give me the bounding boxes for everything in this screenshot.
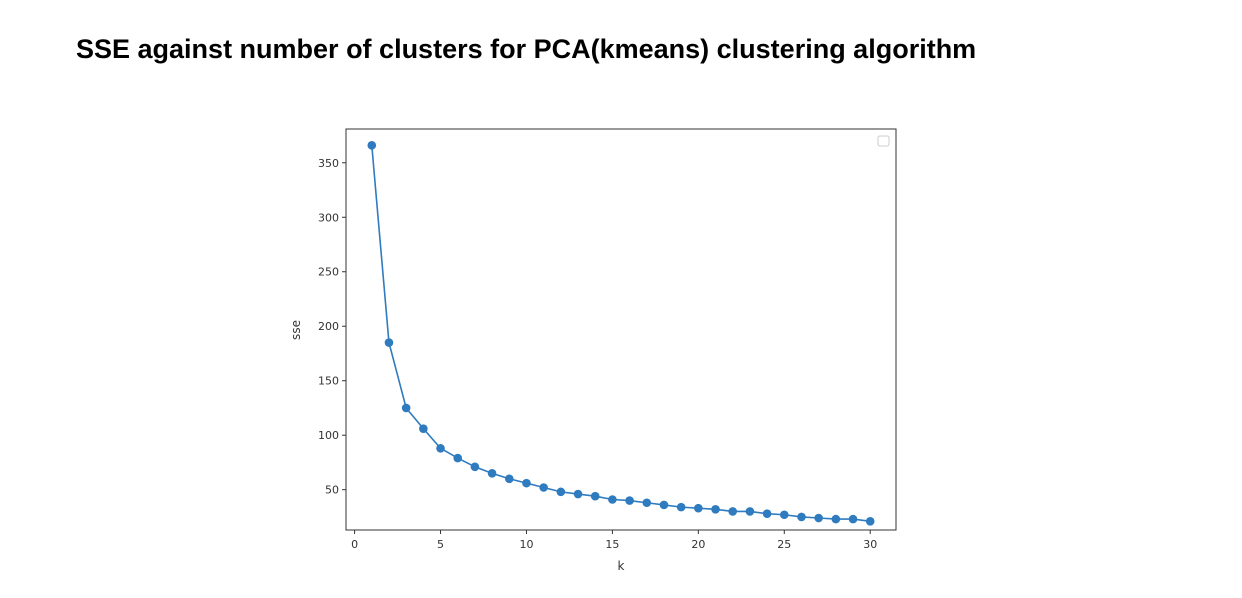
data-point [831, 514, 841, 524]
data-point [590, 491, 600, 501]
x-tick-label: 5 [437, 538, 444, 551]
x-tick-label: 0 [351, 538, 358, 551]
data-point [676, 502, 686, 512]
data-point [625, 496, 634, 505]
data-point [865, 516, 875, 526]
data-point [522, 478, 531, 488]
x-axis-label: k [618, 559, 625, 573]
y-tick-label: 300 [318, 211, 339, 224]
data-point [487, 469, 497, 478]
data-point [367, 141, 377, 150]
data-point [848, 514, 858, 524]
y-tick-label: 250 [318, 266, 339, 279]
y-tick-label: 350 [318, 157, 339, 170]
data-point [659, 500, 669, 510]
data-point [401, 403, 411, 413]
data-point [384, 338, 394, 347]
axes: 0 5 10 15 20 25 30 50 100 150 200 250 300 350 [318, 128, 897, 551]
x-tick-label: 20 [691, 538, 705, 551]
x-tick-label: 25 [777, 538, 791, 551]
data-point [470, 462, 480, 472]
legend [877, 135, 890, 147]
y-tick-label: 200 [318, 320, 339, 333]
data-point [642, 498, 652, 508]
series-line [370, 145, 871, 523]
data-point [745, 507, 755, 516]
data-point [779, 510, 789, 520]
y-tick-label: 50 [325, 484, 339, 497]
legend-box [877, 135, 890, 147]
data-point [797, 512, 806, 522]
data-point [814, 513, 823, 523]
data-point [762, 509, 772, 518]
data-point [694, 503, 703, 513]
x-tick-label: 30 [863, 538, 877, 551]
data-point [728, 507, 738, 516]
data-point [436, 443, 445, 453]
data-point [608, 495, 617, 504]
data-point [573, 489, 583, 499]
plot-area [367, 141, 875, 526]
y-axis-label: sse [289, 320, 303, 340]
y-tick-label: 150 [318, 375, 339, 388]
slide-title: SSE against number of clusters for PCA(k… [76, 34, 977, 64]
data-point [504, 474, 514, 484]
y-tick-label: 100 [318, 429, 339, 442]
plot-frame [345, 128, 897, 531]
data-point [419, 424, 428, 433]
data-point [556, 487, 566, 497]
data-point [539, 483, 548, 492]
x-tick-label: 15 [605, 538, 619, 551]
data-point [711, 504, 720, 514]
data-point [453, 453, 463, 463]
x-tick-label: 10 [519, 538, 533, 551]
